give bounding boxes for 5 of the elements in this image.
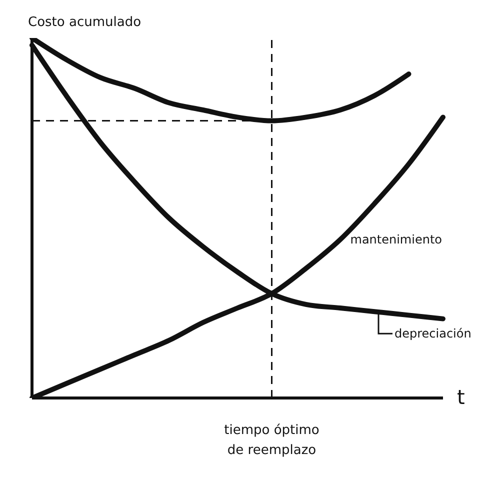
series-label: depreciación <box>394 326 472 341</box>
text: tiempo óptimo de reemplazo <box>224 423 320 458</box>
x-axis-title: t <box>457 385 465 409</box>
y-axis-title: Costo acumulado <box>28 15 142 30</box>
series-label: mantenimiento <box>350 232 442 247</box>
